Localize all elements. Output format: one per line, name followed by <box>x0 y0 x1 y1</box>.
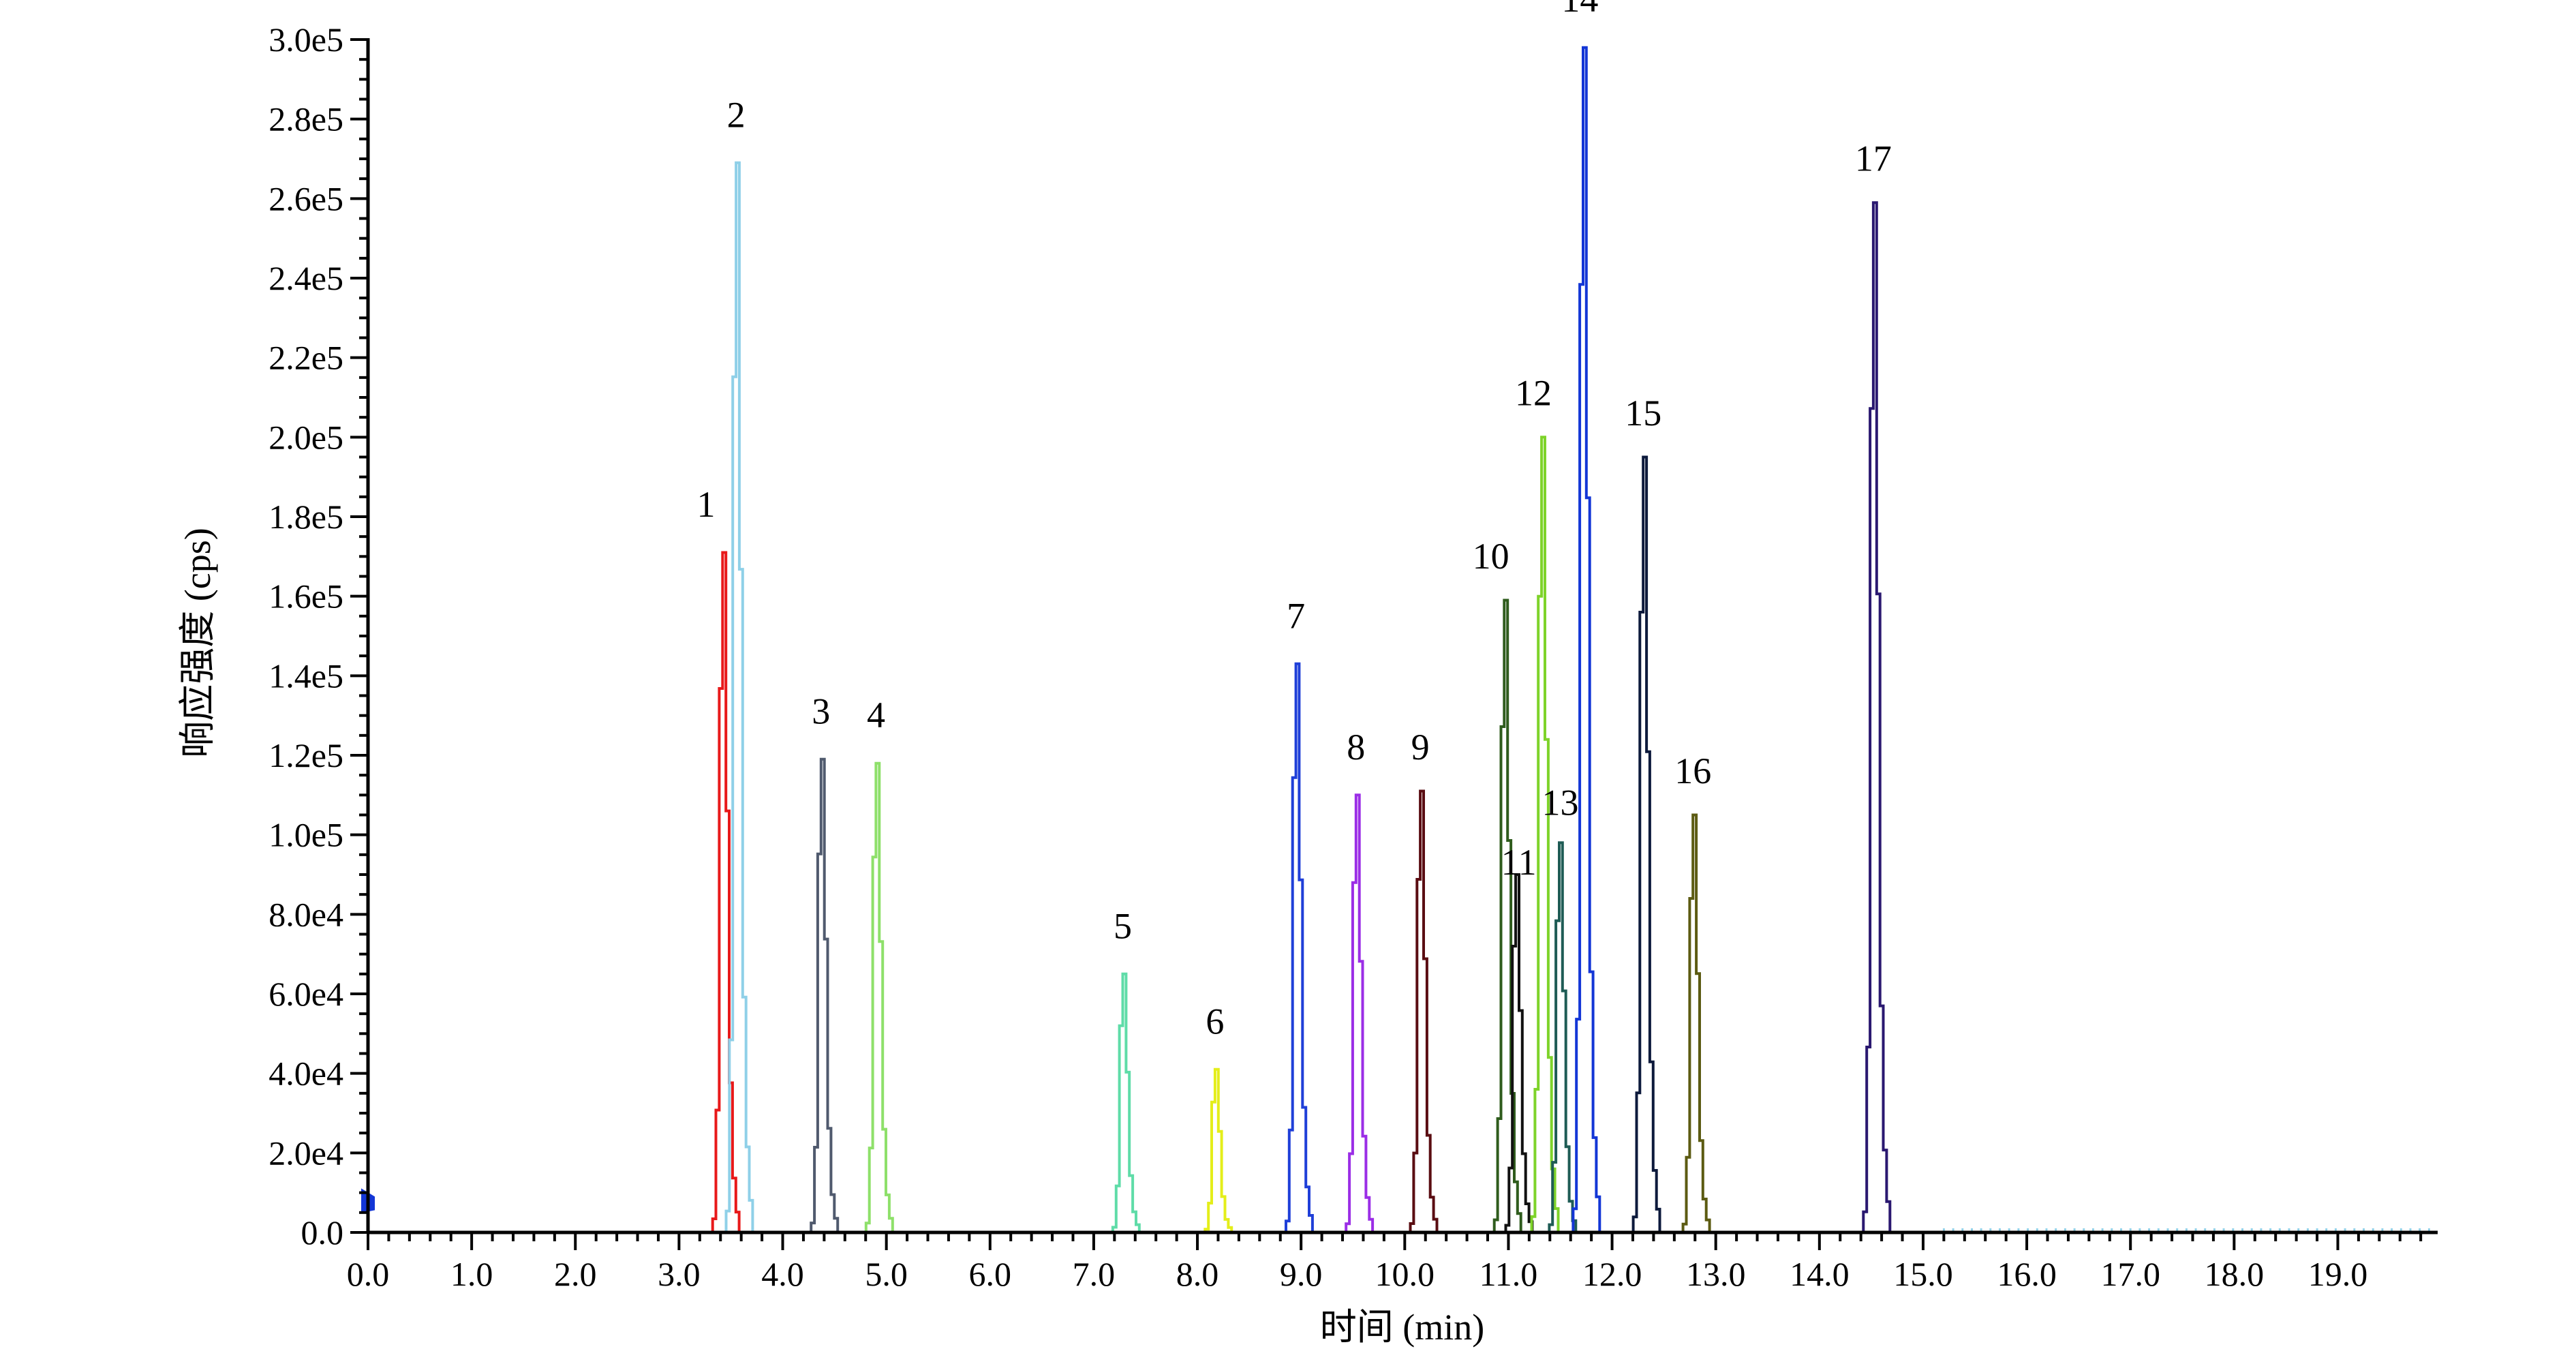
peak-trace-3 <box>799 757 850 1234</box>
peak-label-2: 2 <box>727 94 746 135</box>
peak-trace-5 <box>1101 972 1151 1234</box>
y-tick-label: 2.4e5 <box>269 259 343 297</box>
peak-label-11: 11 <box>1501 842 1537 883</box>
x-tick-label: 0.0 <box>347 1255 390 1293</box>
peak-label-4: 4 <box>867 695 885 736</box>
y-tick-label: 2.6e5 <box>269 179 343 217</box>
x-tick-label: 19.0 <box>2308 1255 2368 1293</box>
peak-label-10: 10 <box>1473 536 1509 577</box>
peak-trace-9 <box>1398 789 1449 1234</box>
peak-label-3: 3 <box>812 691 830 731</box>
y-tick-label: 1.8e5 <box>269 498 343 536</box>
peak-trace-12 <box>1520 436 1570 1234</box>
peak-label-6: 6 <box>1206 1001 1224 1042</box>
peak-traces <box>701 46 1902 1234</box>
y-tick-label: 2.0e4 <box>269 1134 343 1172</box>
x-tick-label: 2.0 <box>554 1255 597 1293</box>
y-tick-label: 1.4e5 <box>269 656 343 695</box>
x-tick-label: 10.0 <box>1375 1255 1435 1293</box>
x-tick-label: 14.0 <box>1790 1255 1850 1293</box>
y-tick-label: 0.0 <box>301 1213 344 1252</box>
x-tick-label: 15.0 <box>1893 1255 1953 1293</box>
y-tick-label: 4.0e4 <box>269 1055 343 1093</box>
peak-label-1: 1 <box>696 484 715 525</box>
peak-label-5: 5 <box>1114 905 1132 946</box>
peak-trace-14 <box>1561 46 1612 1234</box>
y-tick-label: 8.0e4 <box>269 895 343 933</box>
peak-trace-15 <box>1621 455 1672 1234</box>
y-tick-label: 1.6e5 <box>269 577 343 616</box>
peak-label-14: 14 <box>1561 0 1598 20</box>
x-tick-label: 7.0 <box>1073 1255 1116 1293</box>
peak-trace-11 <box>1494 873 1544 1234</box>
peak-trace-7 <box>1274 662 1324 1234</box>
x-tick-label: 11.0 <box>1479 1255 1538 1293</box>
peak-label-17: 17 <box>1855 138 1892 179</box>
x-tick-label: 16.0 <box>1997 1255 2057 1293</box>
x-tick-label: 13.0 <box>1686 1255 1746 1293</box>
baseline-noise <box>1942 1228 2430 1232</box>
peak-label-13: 13 <box>1542 783 1578 823</box>
x-tick-label: 18.0 <box>2205 1255 2265 1293</box>
x-axis-ticks: 0.0 1.0 2.0 3.0 4.0 5.0 6.0 7.0 8.0 9.0 10.0 11.0 12… <box>347 1232 2423 1293</box>
y-tick-label: 3.0e5 <box>269 20 343 59</box>
x-tick-label: 8.0 <box>1176 1255 1219 1293</box>
baseline-noise-trace <box>1942 1228 2430 1232</box>
x-tick-label: 4.0 <box>761 1255 804 1293</box>
y-tick-label: 6.0e4 <box>269 975 343 1013</box>
peak-label-9: 9 <box>1411 727 1430 768</box>
y-tick-label: 2.0e5 <box>269 418 343 456</box>
x-tick-label: 1.0 <box>450 1255 493 1293</box>
y-tick-label: 1.2e5 <box>269 736 343 774</box>
y-axis-ticks: 0.0 2.0e4 4.0e4 6.0e4 8.0e4 1.0e5 1.2e5 1.4e5 1.… <box>269 20 368 1252</box>
peak-trace-4 <box>854 761 904 1234</box>
peak-trace-16 <box>1671 813 1721 1234</box>
peak-label-12: 12 <box>1515 373 1552 414</box>
plot-area <box>361 46 2430 1234</box>
y-axis-title: 响应强度 (cps) <box>177 528 218 757</box>
peak-labels: 1234567891011121314151617 <box>696 0 1891 1042</box>
peak-trace-1 <box>701 551 751 1234</box>
x-tick-label: 6.0 <box>969 1255 1012 1293</box>
peak-label-7: 7 <box>1287 595 1305 636</box>
peak-label-8: 8 <box>1347 727 1365 768</box>
peak-trace-8 <box>1334 793 1385 1234</box>
x-tick-label: 3.0 <box>658 1255 701 1293</box>
peak-label-16: 16 <box>1674 751 1711 791</box>
peak-trace-10 <box>1482 598 1533 1234</box>
x-tick-label: 12.0 <box>1582 1255 1642 1293</box>
peak-trace-2 <box>714 161 765 1234</box>
x-tick-label: 5.0 <box>865 1255 908 1293</box>
peak-trace-17 <box>1852 201 1902 1234</box>
y-tick-label: 1.0e5 <box>269 816 343 854</box>
y-tick-label: 2.8e5 <box>269 100 343 138</box>
x-tick-label: 9.0 <box>1280 1255 1323 1293</box>
peak-label-15: 15 <box>1625 393 1661 434</box>
peak-trace-6 <box>1193 1067 1244 1234</box>
y-tick-label: 2.2e5 <box>269 339 343 377</box>
x-axis-title: 时间 (min) <box>1320 1307 1484 1348</box>
x-tick-label: 17.0 <box>2100 1255 2160 1293</box>
